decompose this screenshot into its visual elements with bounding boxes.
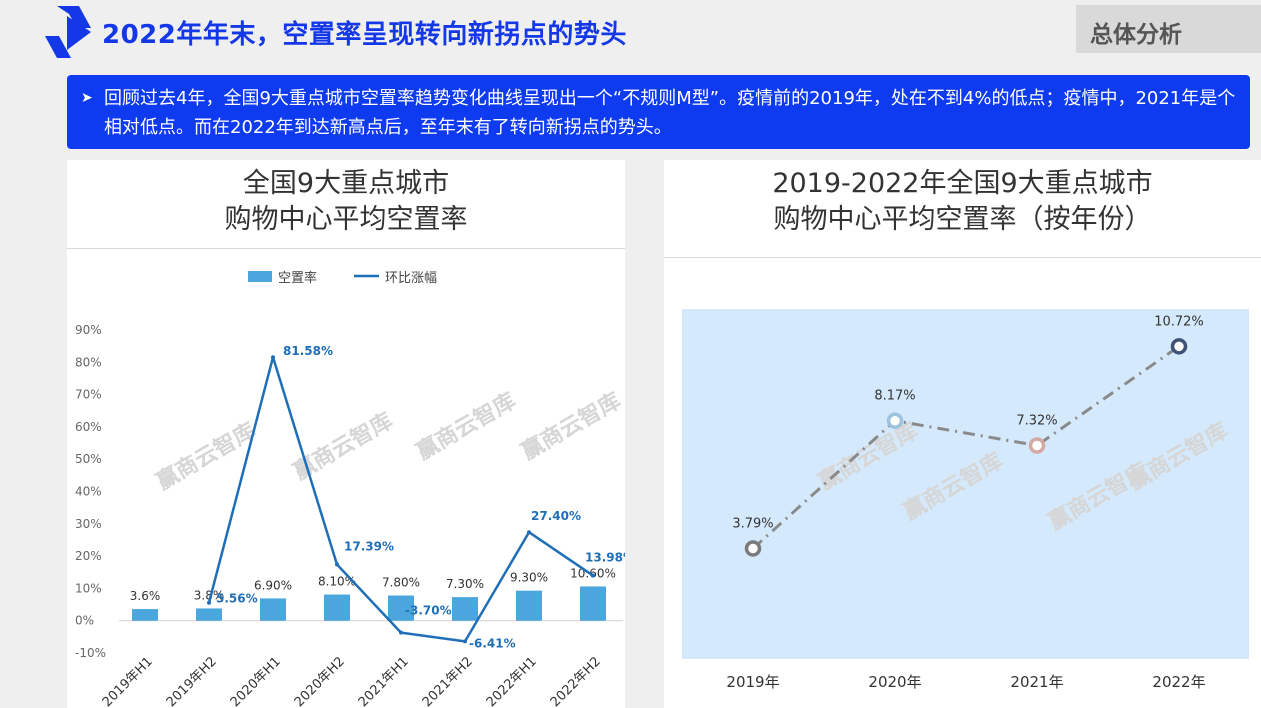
y-tick-label: 40% xyxy=(75,485,102,499)
line-value-label: -6.41% xyxy=(469,636,516,650)
x-tick-label: 2022年H1 xyxy=(484,654,540,708)
data-value-label: 8.17% xyxy=(874,389,915,404)
plot-area xyxy=(682,309,1249,659)
bar-value-label: 7.30% xyxy=(446,577,484,591)
x-tick-label: 2020年 xyxy=(868,673,921,691)
y-tick-label: 30% xyxy=(75,517,102,531)
watermark: 赢商云智库 xyxy=(152,418,260,496)
panel-divider xyxy=(664,257,1261,258)
section-tag: 总体分析 xyxy=(1076,5,1261,53)
chart-title-line-1: 全国9大重点城市 xyxy=(242,168,450,199)
y-tick-label: 0% xyxy=(75,614,94,628)
trend-line xyxy=(751,345,1180,550)
x-tick-label: 2022年H2 xyxy=(548,654,604,708)
summary-text: 回顾过去4年，全国9大重点城市空置率趋势变化曲线呈现出一个“不规则M型”。疫情前… xyxy=(104,88,1236,138)
bar xyxy=(388,595,414,621)
annual-chart-panel: 2019-2022年全国9大重点城市 购物中心平均空置率（按年份） 赢商云智库赢… xyxy=(664,160,1261,708)
line-value-label: 5.56% xyxy=(216,592,258,606)
bar xyxy=(580,586,606,621)
data-value-label: 3.79% xyxy=(732,516,773,531)
x-tick-label: 2021年H2 xyxy=(420,654,476,708)
bar-value-label: 9.30% xyxy=(510,571,548,585)
chart-title: 全国9大重点城市 购物中心平均空置率 xyxy=(67,166,625,238)
legend-label: 空置率 xyxy=(278,270,317,286)
y-tick-label: 80% xyxy=(75,355,102,369)
line-value-label: 81.58% xyxy=(283,344,333,358)
vacancy-half-year-chart: 空置率 环比涨幅 90% 80% 70% 60% 50% 40% 30% 20% 10% 0% -10%… xyxy=(75,270,625,708)
y-tick-label: 70% xyxy=(75,388,102,402)
bar-value-label: 7.80% xyxy=(382,576,420,590)
y-tick-label: 60% xyxy=(75,420,102,434)
x-tick-label: 2021年 xyxy=(1010,673,1063,691)
x-tick-label: 2020年H1 xyxy=(228,654,284,708)
chart-title-line-2: 购物中心平均空置率 xyxy=(224,204,468,235)
y-tick-label: 10% xyxy=(75,581,102,595)
x-tick-label: 2020年H2 xyxy=(292,654,348,708)
legend-label: 环比涨幅 xyxy=(385,271,437,286)
logo-icon xyxy=(45,6,91,58)
chart-legend: 空置率 环比涨幅 xyxy=(248,270,437,286)
data-point xyxy=(1028,437,1046,454)
x-tick-label: 2021年H1 xyxy=(356,654,412,708)
y-tick-label: 20% xyxy=(75,549,102,563)
bar-value-label: 3.8% xyxy=(194,588,225,602)
x-tick-label: 2019年H1 xyxy=(100,654,156,708)
summary-box: ➤ 回顾过去4年，全国9大重点城市空置率趋势变化曲线呈现出一个“不规则M型”。疫… xyxy=(67,75,1250,149)
line-point xyxy=(271,355,275,360)
data-point xyxy=(1170,338,1188,355)
line-point xyxy=(207,600,211,605)
half-year-chart-panel: 全国9大重点城市 购物中心平均空置率 空置率 环比涨幅 90% 80% 70% 60% 50… xyxy=(67,160,625,708)
y-tick-label: 90% xyxy=(75,323,102,337)
bar xyxy=(132,609,158,621)
panel-divider xyxy=(67,248,625,249)
line-point xyxy=(399,630,403,635)
line-value-label: 13.98% xyxy=(585,551,625,565)
line-value-label: -3.70% xyxy=(405,604,452,618)
bar-value-label: 6.90% xyxy=(254,578,292,592)
data-point xyxy=(886,412,904,429)
data-value-label: 10.72% xyxy=(1154,314,1204,329)
chart-title-line-2: 购物中心平均空置率（按年份） xyxy=(773,204,1152,235)
x-tick-label: 2022年 xyxy=(1152,673,1205,691)
data-value-label: 7.32% xyxy=(1016,414,1057,429)
bar xyxy=(324,594,350,621)
page-title: 2022年年末，空置率呈现转向新拐点的势头 xyxy=(102,20,627,50)
line-point xyxy=(463,639,467,644)
bar xyxy=(260,598,286,621)
watermark: 赢商云智库 xyxy=(412,388,520,466)
x-tick-label: 2019年 xyxy=(726,673,779,691)
x-tick-label: 2019年H2 xyxy=(164,654,220,708)
y-tick-label: -10% xyxy=(75,646,106,660)
chart-title-line-1: 2019-2022年全国9大重点城市 xyxy=(772,168,1153,199)
data-point xyxy=(744,540,762,557)
bar xyxy=(516,590,542,621)
bar-value-label: 8.10% xyxy=(318,575,356,589)
bullet-arrow-icon: ➤ xyxy=(81,90,93,106)
bar xyxy=(196,608,222,621)
watermark: 赢商云智库 xyxy=(289,408,397,486)
line-point xyxy=(591,573,595,578)
legend-swatch-bar xyxy=(248,271,272,282)
line-value-label: 27.40% xyxy=(531,509,581,523)
line-point xyxy=(335,562,339,567)
chart-title: 2019-2022年全国9大重点城市 购物中心平均空置率（按年份） xyxy=(664,166,1261,238)
bar-value-label: 3.6% xyxy=(130,589,161,603)
line-value-label: 17.39% xyxy=(344,540,394,554)
line-point xyxy=(527,530,531,535)
y-tick-label: 50% xyxy=(75,452,102,466)
watermark: 赢商云智库 xyxy=(517,388,625,466)
bar xyxy=(452,597,478,621)
bar-value-label: 10.60% xyxy=(570,566,616,580)
